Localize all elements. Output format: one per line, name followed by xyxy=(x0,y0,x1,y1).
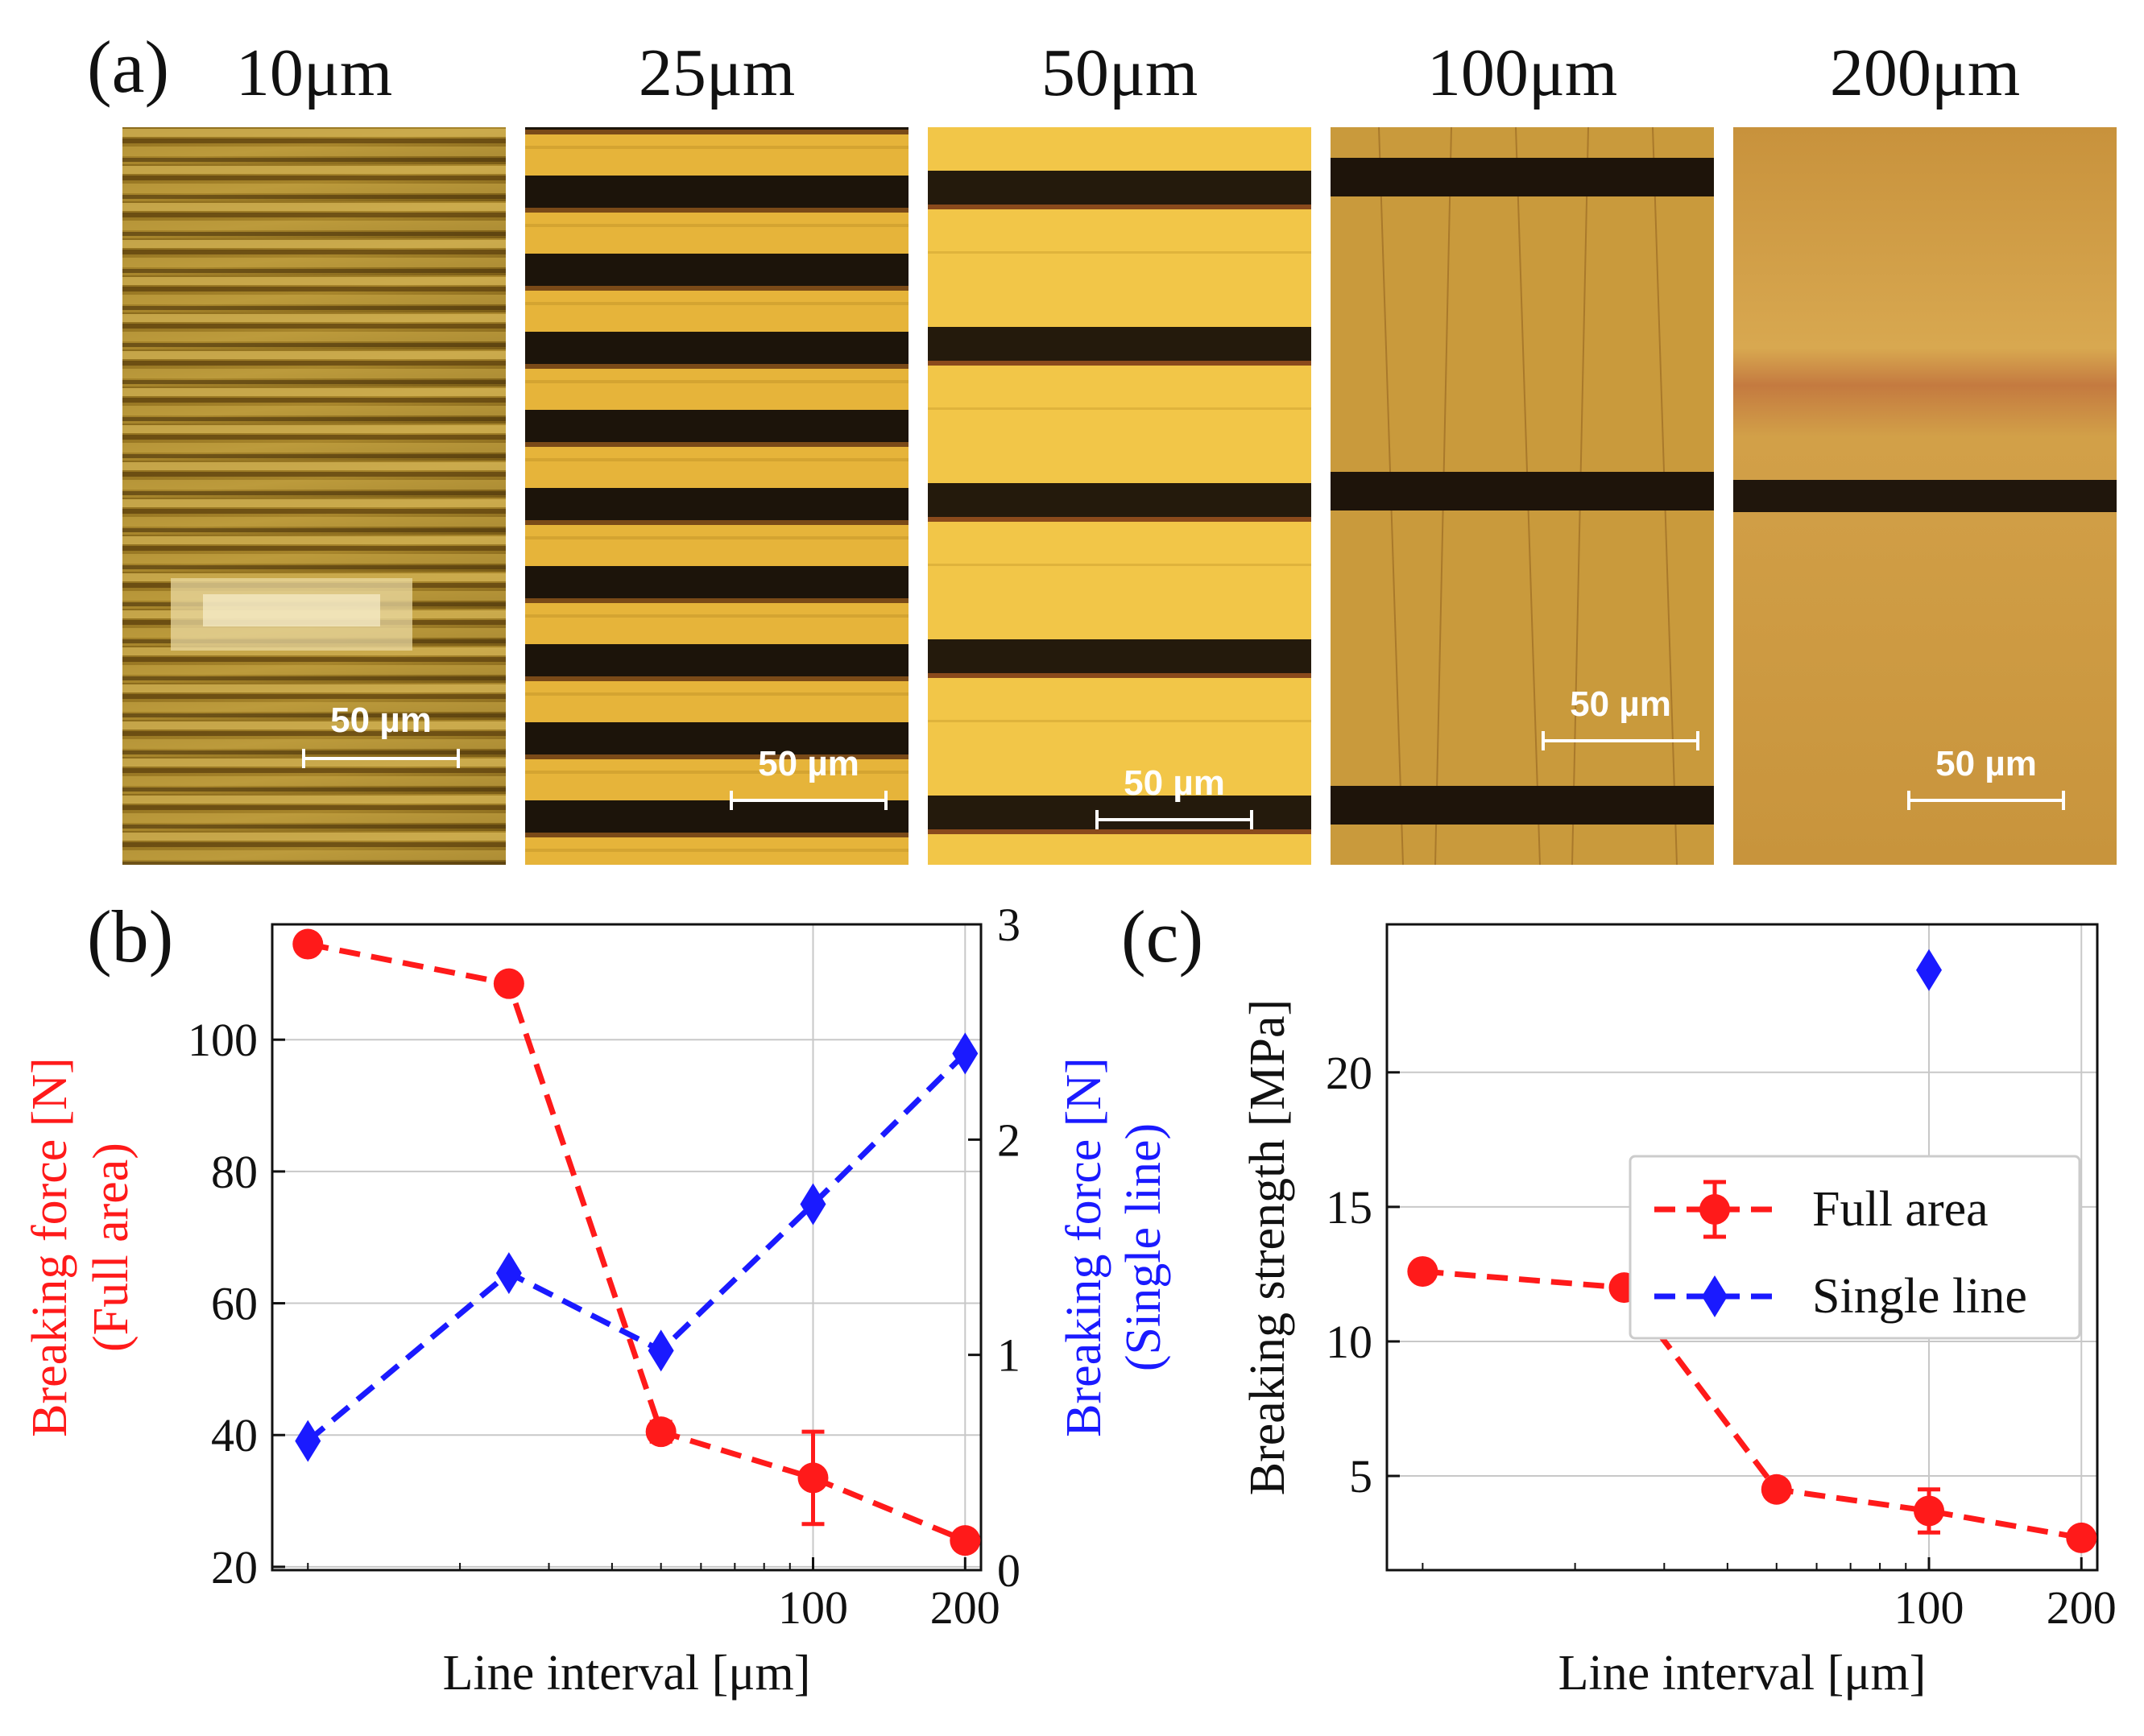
data-point-single-line xyxy=(952,1032,979,1075)
legend-box xyxy=(1629,1155,2081,1340)
micrograph-title-100um: 100μm xyxy=(1426,35,1618,110)
scale-label-25um: 50 µm xyxy=(758,744,859,783)
chart-c: 100 200 5 10 15 20 Line interval [μm] Breaking … xyxy=(1240,923,2117,1701)
data-point-single-line xyxy=(1916,949,1943,991)
series-line-full-area xyxy=(307,941,966,1544)
scale-label-10um: 50 µm xyxy=(330,701,432,740)
micrograph-title-200um: 200μm xyxy=(1829,35,2021,110)
data-point-full-area xyxy=(2066,1522,2097,1553)
y-axis-label: Breaking force [N] xyxy=(23,1057,77,1437)
micrograph-title-10um: 10μm xyxy=(235,35,393,110)
x-tick-label: 200 xyxy=(930,1581,1000,1634)
legend-label: Full area xyxy=(1812,1182,1989,1237)
x-tick-label: 100 xyxy=(1894,1581,1964,1634)
scale-bar-10um xyxy=(302,749,460,768)
data-point-single-line xyxy=(800,1183,826,1226)
data-point-single-line xyxy=(648,1329,674,1372)
legend-marker xyxy=(1702,1275,1728,1317)
scale-bar-25um xyxy=(730,791,888,810)
y-axis-label-line2: (Full area) xyxy=(84,1143,139,1352)
y2-tick-label: 0 xyxy=(997,1544,1020,1597)
micrograph-25um-image xyxy=(525,127,909,865)
micrograph-10um xyxy=(122,127,506,865)
micrograph-50um xyxy=(928,127,1311,865)
y-tick-label: 40 xyxy=(211,1409,258,1461)
scale-bar-200um xyxy=(1907,791,2065,810)
micrograph-200um-image xyxy=(1733,127,2117,865)
y-tick-label: 20 xyxy=(211,1541,258,1593)
plot-frame xyxy=(1385,923,2099,1572)
micrograph-200um xyxy=(1733,127,2117,865)
y-tick-label: 10 xyxy=(1326,1316,1372,1368)
data-point-full-area xyxy=(950,1525,981,1556)
data-point-full-area xyxy=(797,1462,829,1494)
y-tick-label: 15 xyxy=(1326,1181,1372,1234)
panel-a-label: (a) xyxy=(87,26,170,108)
y-tick-label: 80 xyxy=(211,1146,258,1198)
legend-marker xyxy=(1699,1194,1730,1225)
micrograph-10um-image xyxy=(122,127,506,865)
y-axis-label: Breaking strength [MPa] xyxy=(1240,999,1295,1495)
data-point-full-area xyxy=(1407,1256,1438,1288)
data-point-single-line xyxy=(495,1252,522,1295)
micrograph-title-50um: 50μm xyxy=(1041,35,1198,110)
panel-c-label: (c) xyxy=(1121,895,1204,978)
data-point-full-area xyxy=(292,928,324,960)
x-axis-label: Line interval [μm] xyxy=(443,1646,811,1701)
panel-b-label: (b) xyxy=(87,895,174,978)
y-tick-label: 5 xyxy=(1349,1450,1372,1502)
data-point-full-area xyxy=(645,1416,677,1448)
scale-bar-50um xyxy=(1095,810,1253,829)
data-point-full-area xyxy=(1914,1495,1945,1527)
scale-label-200um: 50 µm xyxy=(1935,744,2037,783)
micrograph-50um-image xyxy=(928,127,1311,865)
chart-b: 100 200 20 40 60 80 100 0 1 2 3 Line interval [μm] B… xyxy=(23,899,1171,1701)
micrograph-25um xyxy=(525,127,909,865)
y-tick-label: 60 xyxy=(211,1278,258,1330)
y2-tick-label: 3 xyxy=(997,899,1020,951)
y2-tick-label: 1 xyxy=(997,1329,1020,1382)
x-tick-label: 200 xyxy=(2047,1581,2117,1634)
data-point-full-area xyxy=(493,968,524,999)
legend: Full area Single line xyxy=(1629,1155,2081,1340)
micrograph-title-25um: 25μm xyxy=(638,35,796,110)
scale-label-100um: 50 µm xyxy=(1570,684,1671,724)
scale-label-50um: 50 µm xyxy=(1124,763,1225,803)
y2-axis-label-line2: (Single line) xyxy=(1116,1123,1171,1371)
data-point-full-area xyxy=(1761,1474,1792,1505)
x-tick-label: 100 xyxy=(778,1581,848,1634)
y-tick-label: 100 xyxy=(188,1014,258,1066)
series-line-single-line xyxy=(306,1051,967,1444)
x-axis-label: Line interval [μm] xyxy=(1558,1646,1927,1701)
data-point-single-line xyxy=(295,1420,321,1462)
legend-label: Single line xyxy=(1812,1269,2027,1324)
y-tick-label: 20 xyxy=(1326,1047,1372,1099)
y2-axis-label: Breaking force [N] xyxy=(1057,1057,1111,1437)
y2-tick-label: 2 xyxy=(997,1114,1020,1166)
scale-bar-100um xyxy=(1542,731,1699,750)
plot-frame xyxy=(271,923,983,1572)
